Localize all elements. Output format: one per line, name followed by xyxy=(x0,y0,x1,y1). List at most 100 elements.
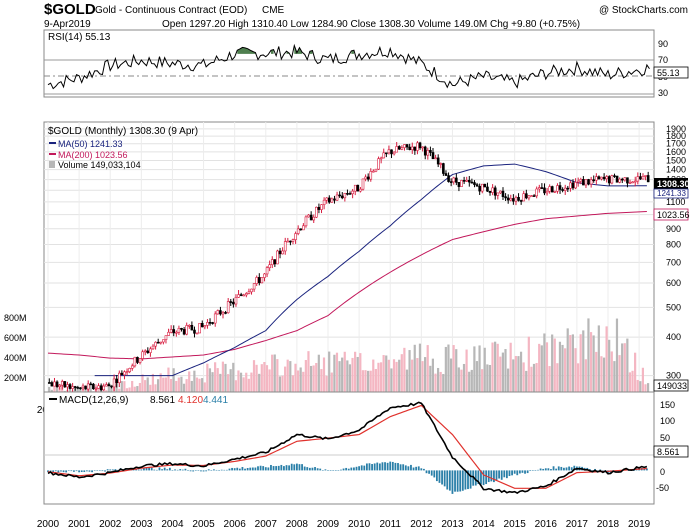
price-candle-body xyxy=(623,177,627,181)
volume-bar xyxy=(221,361,224,398)
volume-bar xyxy=(434,373,437,398)
price-candle-body xyxy=(143,350,147,353)
year-label: 2005 xyxy=(192,519,215,530)
volume-bar xyxy=(548,366,551,398)
price-candle-body xyxy=(291,239,295,242)
volume-bar xyxy=(543,333,546,398)
price-candle-body xyxy=(94,388,98,390)
volume-bar xyxy=(416,358,419,398)
volume-bar xyxy=(330,372,333,398)
price-candle-body xyxy=(465,179,469,182)
macd-histogram-bar xyxy=(360,465,363,471)
macd-histogram-bar xyxy=(633,470,635,471)
price-candle-body xyxy=(589,179,593,185)
volume-bar xyxy=(159,373,162,398)
volume-bar xyxy=(343,351,346,398)
price-candle-body xyxy=(154,341,157,347)
macd-histogram-bar xyxy=(96,470,99,471)
volume-bar xyxy=(491,342,494,398)
volume-tick-label: 400M xyxy=(4,353,27,363)
price-candle-body xyxy=(112,378,116,388)
price-candle-body xyxy=(442,163,445,174)
macd-histogram-bar xyxy=(223,469,226,471)
price-candle-body xyxy=(475,184,479,187)
volume-bar xyxy=(372,359,375,398)
volume-bar xyxy=(268,369,271,398)
macd-histogram-bar xyxy=(155,469,158,471)
price-candle-body xyxy=(392,151,396,155)
rsi-value-tag xyxy=(653,66,689,79)
macd-histogram-bar xyxy=(311,467,314,471)
macd-histogram-bar xyxy=(391,461,394,471)
price-candle-body xyxy=(574,181,577,189)
price-candle-body xyxy=(211,322,214,324)
price-candle-body xyxy=(576,180,580,183)
macd-histogram-bar xyxy=(342,468,345,471)
volume-bar xyxy=(519,351,523,398)
macd-histogram-bar xyxy=(500,470,503,480)
volume-bar xyxy=(325,375,328,398)
price-candle-body xyxy=(379,157,383,160)
macd-histogram-bar xyxy=(244,468,246,471)
price-candle-body xyxy=(364,176,367,180)
price-tick-label: 900 xyxy=(666,224,681,234)
macd-histogram-bar xyxy=(560,466,563,471)
volume-bar xyxy=(361,370,364,398)
volume-bar xyxy=(232,362,235,398)
macd-histogram-bar xyxy=(137,469,140,471)
year-label: 2006 xyxy=(224,519,247,530)
price-tick-label: 1600 xyxy=(666,147,686,157)
volume-bar xyxy=(540,345,543,398)
rsi-value-tag-text: 55.13 xyxy=(657,68,680,78)
price-tick-label: 400 xyxy=(666,332,681,342)
macd-histogram-bar xyxy=(236,467,239,471)
macd-histogram-bar xyxy=(443,470,446,487)
volume-bar xyxy=(120,381,123,398)
volume-bar xyxy=(278,376,282,398)
macd-histogram-bar xyxy=(355,466,358,471)
macd-histogram-bar xyxy=(295,463,298,471)
macd-histogram-bar xyxy=(643,469,646,471)
macd-histogram-bar xyxy=(448,470,451,491)
price-tick-label: 1100 xyxy=(666,197,685,207)
macd-histogram-bar xyxy=(114,469,117,471)
price-candle-body xyxy=(400,147,404,150)
macd-histogram-bar xyxy=(446,470,449,490)
volume-bar xyxy=(447,344,450,398)
macd-histogram-bar xyxy=(73,470,75,472)
macd-histogram-bar xyxy=(174,469,176,471)
macd-histogram-bar xyxy=(340,469,342,471)
price-candle-body xyxy=(595,176,598,181)
volume-bar xyxy=(141,374,144,398)
volume-bar xyxy=(211,372,214,398)
macd-histogram-bar xyxy=(262,466,265,471)
macd-histogram-bar xyxy=(277,465,280,471)
price-candle-body xyxy=(382,152,386,159)
volume-bar xyxy=(418,343,422,398)
volume-bar xyxy=(242,377,245,398)
price-candle-body xyxy=(374,168,378,172)
price-candle-body xyxy=(491,187,494,193)
macd-histogram-bar xyxy=(88,470,91,472)
price-candle-body xyxy=(387,149,391,154)
macd-tick-neg50: -50 xyxy=(656,483,669,493)
macd-histogram-bar xyxy=(257,466,259,471)
volume-bar xyxy=(385,355,388,398)
price-candle-body xyxy=(136,356,139,363)
price-candle-body xyxy=(289,240,292,243)
volume-bar xyxy=(307,351,310,398)
volume-bar xyxy=(276,359,279,398)
macd-histogram-bar xyxy=(542,468,545,471)
volume-bar xyxy=(390,368,393,398)
volume-bar xyxy=(185,379,188,398)
price-candle-body xyxy=(198,322,201,334)
macd-histogram-bar xyxy=(365,463,368,471)
price-candle-body xyxy=(607,176,611,184)
price-candle-body xyxy=(429,150,432,153)
volume-bar xyxy=(89,384,92,398)
price-candle-body xyxy=(125,371,129,373)
macd-histogram-bar xyxy=(345,467,348,471)
volume-bar xyxy=(449,358,453,398)
macd-histogram-bar xyxy=(285,465,288,471)
